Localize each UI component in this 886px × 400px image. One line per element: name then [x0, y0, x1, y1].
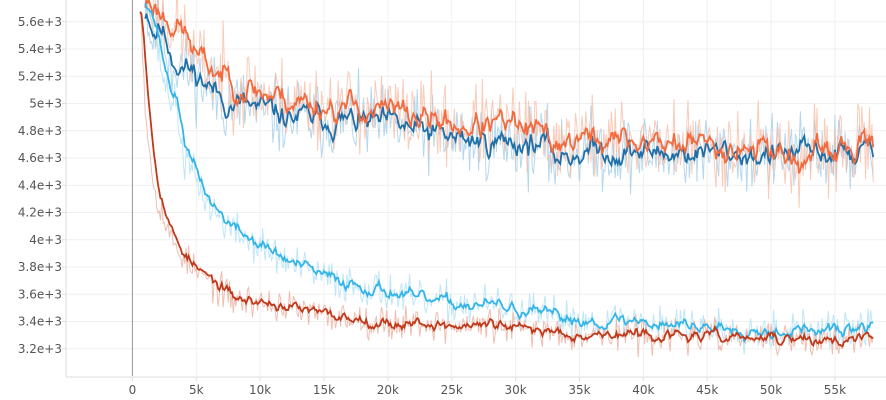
x-tick-label: 10k	[249, 383, 271, 397]
x-tick-label: 5k	[189, 383, 204, 397]
y-tick-label: 5e+3	[29, 97, 62, 111]
y-tick-label: 3.2e+3	[18, 342, 62, 356]
series-4-raw-line	[139, 11, 874, 358]
y-tick-label: 5.4e+3	[18, 42, 62, 56]
x-tick-label: 0	[129, 383, 137, 397]
y-tick-label: 3.6e+3	[18, 287, 62, 301]
smoothed-series-layer	[139, 0, 875, 348]
x-tick-label: 45k	[696, 383, 718, 397]
x-tick-label: 30k	[504, 383, 526, 397]
axes	[65, 0, 886, 378]
x-tick-label: 20k	[377, 383, 399, 397]
series-2-smoothed-line	[144, 0, 875, 174]
y-tick-label: 4.6e+3	[18, 151, 62, 165]
series-3-raw-line	[144, 3, 874, 355]
x-tick-label: 40k	[632, 383, 654, 397]
gridlines	[62, 0, 886, 381]
series-4-smoothed-line	[139, 11, 874, 348]
x-tick-label: 15k	[313, 383, 335, 397]
y-tick-label: 5.2e+3	[18, 69, 62, 83]
y-tick-label: 4e+3	[29, 233, 62, 247]
x-tick-label: 55k	[824, 383, 846, 397]
x-tick-labels: 0 5k 10k 15k 20k 25k 30k 35k 40k 45k 50k 55k	[129, 383, 846, 397]
y-tick-label: 5.6e+3	[18, 15, 62, 29]
y-tick-labels: 3.2e+3 3.4e+3 3.6e+3 3.8e+3 4e+3 4.2e+3 4.4e+3…	[18, 15, 62, 356]
raw-series-layer	[139, 0, 874, 358]
x-tick-label: 35k	[568, 383, 590, 397]
y-tick-label: 3.4e+3	[18, 315, 62, 329]
y-tick-label: 3.8e+3	[18, 260, 62, 274]
y-tick-label: 4.4e+3	[18, 178, 62, 192]
series-3-smoothed-line	[144, 3, 874, 344]
series-1-smoothed-line	[144, 13, 875, 168]
x-tick-label: 25k	[441, 383, 463, 397]
x-tick-label: 50k	[760, 383, 782, 397]
y-tick-label: 4.2e+3	[18, 206, 62, 220]
y-tick-label: 4.8e+3	[18, 124, 62, 138]
